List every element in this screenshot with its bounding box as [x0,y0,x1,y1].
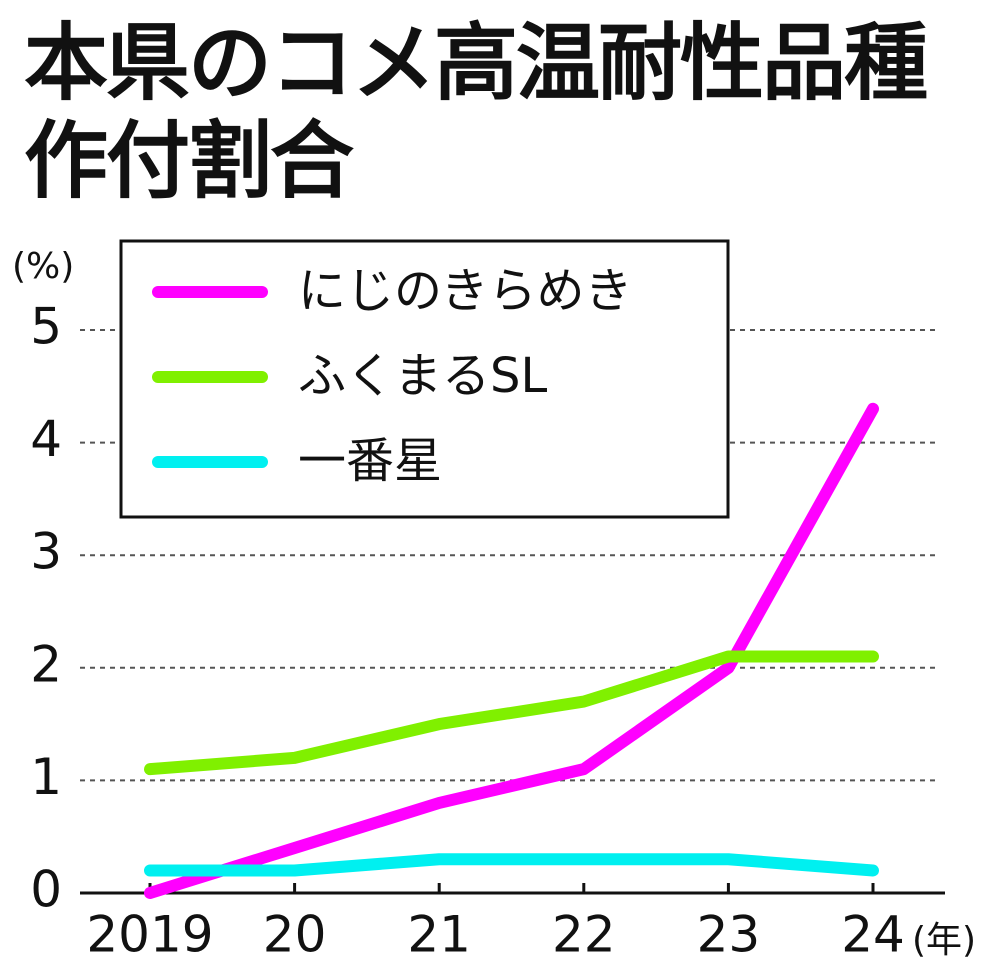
x-tick-label: 23 [697,906,761,964]
y-tick-label: 1 [30,748,62,806]
x-tick-label: 22 [552,906,616,964]
y-unit: (%) [12,246,74,287]
x-tick-label: 24 [841,906,905,964]
y-tick-label: 0 [30,861,62,919]
legend-label: にじのきらめき [298,263,633,319]
y-tick-label: 2 [30,635,62,693]
x-tick-label: 20 [263,906,327,964]
x-tick-label: 2019 [86,906,213,964]
series-line [144,650,879,776]
y-tick-label: 5 [30,298,62,356]
legend-label: ふくまるSL [298,348,547,404]
x-unit: (年) [912,920,976,961]
y-tick-label: 3 [30,523,62,581]
series-line [144,853,879,877]
x-tick-label: 21 [407,906,471,964]
legend-label: 一番星 [298,433,442,489]
y-tick-label: 4 [30,410,62,468]
series-line [144,402,879,899]
chart-title: 本県のコメ高温耐性品種作付割合 [24,14,928,210]
